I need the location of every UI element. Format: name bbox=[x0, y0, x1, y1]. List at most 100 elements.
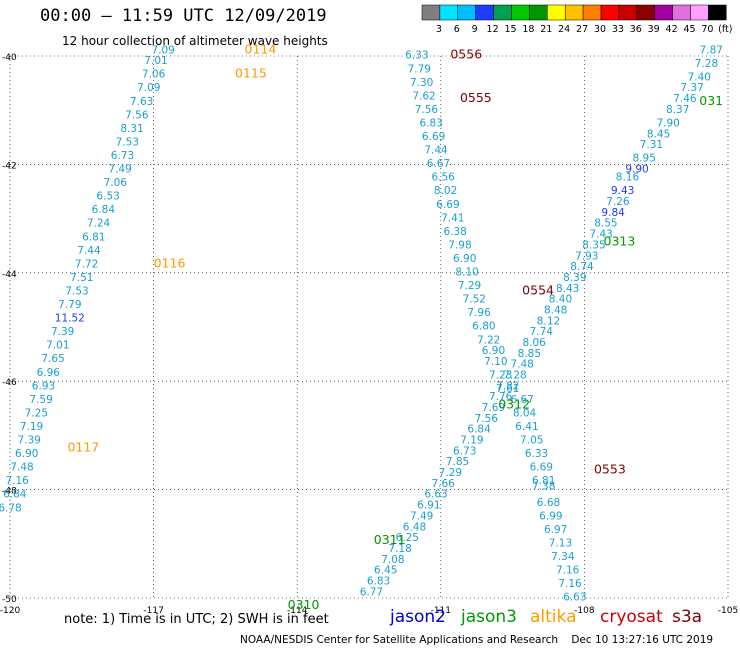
wave-height-value: 7.16 bbox=[556, 565, 580, 577]
wave-height-value: 7.16 bbox=[5, 475, 29, 487]
x-tick-label: -117 bbox=[143, 606, 163, 616]
wave-height-value: 7.37 bbox=[680, 82, 703, 94]
legend-jason3: jason3 bbox=[461, 607, 517, 627]
legend-altika: altika bbox=[530, 607, 577, 627]
wave-height-value: 7.29 bbox=[439, 467, 462, 479]
x-tick-label: -114 bbox=[287, 606, 308, 616]
wave-height-value: 7.66 bbox=[431, 478, 455, 490]
legend-jason2: jason2 bbox=[390, 607, 446, 627]
wave-height-value: 6.69 bbox=[422, 131, 445, 143]
wave-height-value: 6.84 bbox=[3, 489, 27, 501]
wave-height-value: 7.29 bbox=[458, 280, 481, 292]
legend-s3a: s3a bbox=[672, 607, 703, 627]
time-label: 0313 bbox=[604, 234, 636, 249]
y-tick-label: -42 bbox=[2, 161, 17, 171]
wave-height-value: 8.55 bbox=[594, 218, 617, 230]
wave-height-value: 7.16 bbox=[558, 578, 582, 590]
wave-height-value: 7.23 bbox=[489, 369, 512, 381]
wave-height-value: 6.67 bbox=[510, 394, 533, 406]
wave-height-value: 6.80 bbox=[472, 321, 495, 333]
wave-height-value: 7.24 bbox=[87, 218, 111, 230]
wave-height-value: 7.39 bbox=[51, 326, 74, 338]
wave-height-value: 8.43 bbox=[556, 283, 579, 295]
wave-height-value: 7.65 bbox=[41, 353, 64, 365]
wave-height-value: 6.63 bbox=[563, 592, 586, 604]
time-label: 0556 bbox=[450, 47, 482, 62]
colorbar-label: 15 bbox=[504, 24, 516, 35]
wave-height-value: 7.05 bbox=[520, 435, 543, 447]
colorbar-label: 70 bbox=[701, 24, 713, 35]
wave-height-value: 8.37 bbox=[666, 104, 689, 116]
wave-height-value: 8.85 bbox=[518, 348, 541, 360]
y-tick-label: -44 bbox=[2, 270, 17, 280]
wave-height-value: 7.49 bbox=[410, 510, 433, 522]
wave-height-value: 7.06 bbox=[104, 177, 128, 189]
colorbar-label: 6 bbox=[454, 24, 460, 35]
wave-height-value: 7.87 bbox=[700, 44, 723, 56]
wave-height-value: 8.74 bbox=[570, 261, 594, 273]
wave-height-value: 9.84 bbox=[601, 207, 625, 219]
colorbar-label: 12 bbox=[487, 24, 499, 35]
wave-height-value: 8.35 bbox=[582, 239, 605, 251]
wave-height-value: 7.53 bbox=[65, 285, 88, 297]
legend-note: note: 1) Time is in UTC; 2) SWH is in fe… bbox=[64, 612, 329, 627]
wave-height-value: 8.02 bbox=[434, 185, 457, 197]
wave-height-value: 7.09 bbox=[137, 82, 160, 94]
wave-height-value: 7.39 bbox=[17, 435, 40, 447]
wave-height-value: 6.91 bbox=[417, 500, 440, 512]
wave-height-value: 8.31 bbox=[120, 123, 143, 135]
wave-height-value: 7.61 bbox=[496, 383, 519, 395]
wave-height-value: 7.40 bbox=[688, 71, 711, 83]
wave-height-value: 6.68 bbox=[537, 497, 560, 509]
wave-height-value: 6.63 bbox=[424, 489, 447, 501]
wave-height-value: 8.06 bbox=[522, 337, 546, 349]
wave-height-value: 7.19 bbox=[20, 421, 43, 433]
legend-cryosat: cryosat bbox=[600, 607, 663, 627]
wave-height-value: 6.83 bbox=[420, 117, 443, 129]
x-tick-label: -105 bbox=[718, 606, 738, 616]
wave-height-value: 7.08 bbox=[381, 554, 404, 566]
wave-height-value: 7.59 bbox=[29, 394, 52, 406]
wave-height-value: 11.52 bbox=[55, 313, 85, 325]
wave-height-value: 6.45 bbox=[374, 565, 397, 577]
wave-height-value: 7.93 bbox=[575, 250, 598, 262]
wave-height-value: 6.90 bbox=[15, 448, 38, 460]
wave-height-value: 7.28 bbox=[503, 369, 526, 381]
time-label: 0116 bbox=[154, 255, 186, 270]
wave-height-value: 7.22 bbox=[477, 334, 500, 346]
wave-height-value: 6.77 bbox=[360, 586, 383, 598]
wave-height-value: 6.84 bbox=[467, 424, 491, 436]
wave-height-value: 8.45 bbox=[647, 128, 670, 140]
wave-height-value: 7.48 bbox=[510, 359, 533, 371]
colorbar-label: 36 bbox=[630, 24, 642, 35]
wave-height-value: 7.01 bbox=[46, 340, 69, 352]
wave-height-value: 7.26 bbox=[606, 196, 630, 208]
wave-height-value: 7.72 bbox=[75, 258, 98, 270]
colorbar-label: 39 bbox=[648, 24, 660, 35]
colorbar-label: 21 bbox=[540, 24, 552, 35]
colorbar-swatch bbox=[708, 4, 727, 21]
wave-height-value: 7.30 bbox=[410, 77, 433, 89]
wave-height-value: 6.25 bbox=[396, 532, 419, 544]
wave-height-value: 7.79 bbox=[408, 63, 431, 75]
wave-height-value: 8.40 bbox=[549, 294, 572, 306]
time-label: 0117 bbox=[67, 440, 99, 455]
x-tick-label: -111 bbox=[431, 606, 451, 616]
wave-height-value: 7.85 bbox=[446, 456, 469, 468]
wave-height-value: 6.56 bbox=[431, 172, 455, 184]
wave-height-value: 7.44 bbox=[424, 145, 448, 157]
wave-height-value: 6.73 bbox=[453, 445, 476, 457]
time-label: 0555 bbox=[460, 90, 492, 105]
wave-height-value: 8.12 bbox=[537, 315, 560, 327]
colorbar-label: 30 bbox=[594, 24, 606, 35]
wave-height-value: 7.10 bbox=[484, 356, 507, 368]
wave-height-value: 6.69 bbox=[530, 462, 553, 474]
wave-height-value: 6.67 bbox=[427, 158, 450, 170]
wave-height-value: 8.04 bbox=[513, 407, 537, 419]
wave-height-value: 8.95 bbox=[633, 153, 656, 165]
wave-height-value: 7.90 bbox=[656, 117, 679, 129]
colorbar-label: 24 bbox=[558, 24, 570, 35]
wave-height-value: 6.38 bbox=[443, 226, 466, 238]
y-tick-label: -50 bbox=[2, 595, 17, 605]
time-label: 0310 bbox=[288, 597, 320, 612]
